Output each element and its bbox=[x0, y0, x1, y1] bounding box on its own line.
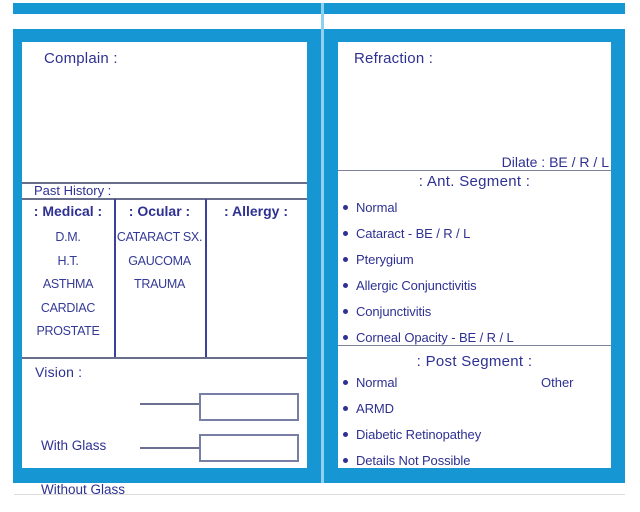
bullet-icon bbox=[343, 256, 348, 262]
list-item: D.M. bbox=[55, 230, 81, 244]
without-glass-value-box bbox=[199, 434, 299, 462]
previous-card-edge-left bbox=[13, 3, 321, 14]
dilate-label: Dilate : BE / R / L bbox=[501, 154, 609, 170]
past-history-label: Past History : bbox=[34, 183, 112, 198]
list-item: Normal bbox=[338, 369, 611, 395]
with-glass-value-box bbox=[199, 393, 299, 421]
list-item-label: Allergic Conjunctivitis bbox=[356, 277, 477, 293]
list-item: Details Not Possible bbox=[338, 447, 611, 473]
bullet-icon bbox=[343, 431, 348, 437]
ant-segment-bottom-divider bbox=[338, 345, 611, 346]
table-column-divider-2 bbox=[205, 199, 207, 357]
table-header-ocular: : Ocular : bbox=[128, 203, 191, 219]
post-segment-title: : Post Segment : bbox=[416, 353, 533, 370]
bullet-icon bbox=[343, 308, 348, 314]
right-card: Refraction : Dilate : BE / R / L : Ant. … bbox=[324, 29, 625, 483]
ocular-history-list: CATARACT SX. GAUCOMA TRAUMA bbox=[114, 226, 205, 297]
list-item: TRAUMA bbox=[134, 277, 185, 291]
list-item-label: Normal bbox=[356, 374, 398, 390]
list-item-label: Conjunctivitis bbox=[356, 303, 432, 319]
list-item: Diabetic Retinopathey bbox=[338, 421, 611, 447]
card-bottom-shadow bbox=[14, 494, 625, 495]
list-item: Conjunctivitis bbox=[338, 298, 611, 324]
list-item-label: ARMD bbox=[356, 400, 394, 416]
list-item-label: Normal bbox=[356, 199, 398, 215]
medical-history-list: D.M. H.T. ASTHMA CARDIAC PROSTATE bbox=[22, 226, 114, 344]
previous-card-edge-right bbox=[324, 3, 625, 14]
bullet-icon bbox=[343, 282, 348, 288]
with-glass-lead-line bbox=[140, 403, 199, 405]
list-item-label: Corneal Opacity - BE / R / L bbox=[356, 329, 514, 345]
list-item-label: Diabetic Retinopathey bbox=[356, 426, 482, 442]
list-item-label: Cataract - BE / R / L bbox=[356, 225, 471, 241]
table-header-allergy: : Allergy : bbox=[223, 203, 289, 219]
without-glass-label: Without Glass bbox=[41, 482, 126, 497]
bullet-icon bbox=[343, 405, 348, 411]
table-bottom-divider bbox=[22, 357, 307, 359]
other-label: Other bbox=[541, 375, 574, 390]
complain-label: Complain : bbox=[44, 50, 118, 67]
table-column-divider-1 bbox=[114, 199, 116, 357]
bullet-icon bbox=[343, 204, 348, 210]
list-item: Cataract - BE / R / L bbox=[338, 220, 611, 246]
list-item: CARDIAC bbox=[40, 300, 96, 315]
bullet-icon bbox=[343, 230, 348, 236]
list-item: GAUCOMA bbox=[128, 253, 191, 268]
refraction-label: Refraction : bbox=[354, 50, 434, 67]
list-item-label: Details Not Possible bbox=[356, 452, 471, 468]
list-item: CATARACT SX. bbox=[116, 230, 203, 244]
list-item: H.T. bbox=[57, 253, 79, 268]
post-segment-list: Normal ARMD Diabetic Retinopathey Detail… bbox=[338, 369, 611, 473]
complain-section-divider bbox=[22, 182, 307, 184]
list-item: PROSTATE bbox=[36, 324, 100, 338]
with-glass-label: With Glass bbox=[41, 438, 107, 453]
list-item-label: Pterygium bbox=[356, 251, 414, 267]
bullet-icon bbox=[343, 334, 348, 340]
bullet-icon bbox=[343, 457, 348, 463]
list-item: Corneal Opacity - BE / R / L bbox=[338, 324, 611, 350]
list-item: Pterygium bbox=[338, 246, 611, 272]
list-item: Allergic Conjunctivitis bbox=[338, 272, 611, 298]
table-header-medical: : Medical : bbox=[33, 203, 103, 219]
ant-segment-title: : Ant. Segment : bbox=[418, 173, 531, 190]
card-seam-divider bbox=[321, 3, 324, 483]
refraction-section-divider bbox=[338, 170, 611, 171]
left-card: Complain : Past History : : Medical : : … bbox=[13, 29, 321, 497]
list-item: Normal bbox=[338, 194, 611, 220]
past-history-divider bbox=[22, 198, 307, 200]
without-glass-lead-line bbox=[140, 447, 199, 449]
list-item: ASTHMA bbox=[42, 277, 94, 291]
ant-segment-list: Normal Cataract - BE / R / L Pterygium A… bbox=[338, 194, 611, 350]
bullet-icon bbox=[343, 379, 348, 385]
vision-label: Vision : bbox=[35, 364, 83, 380]
list-item: ARMD bbox=[338, 395, 611, 421]
